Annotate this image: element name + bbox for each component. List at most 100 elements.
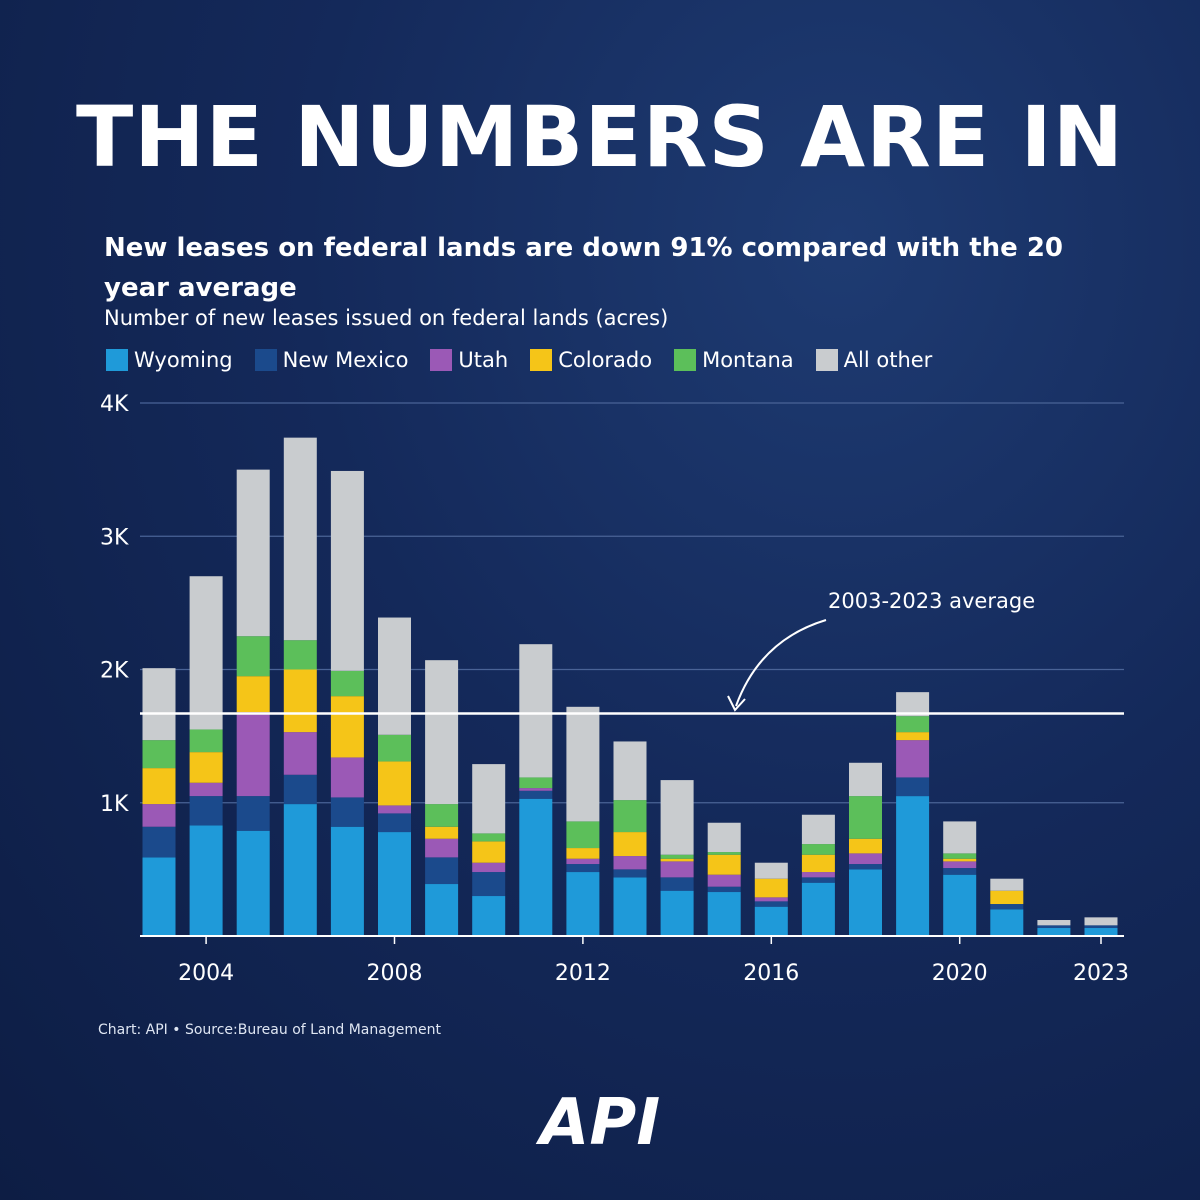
- legend-item-montana: Montana: [674, 348, 794, 372]
- bar-segment-all-other: [754, 862, 788, 879]
- bar-segment-all-other: [849, 762, 882, 797]
- bar-segment-wyoming: [660, 890, 694, 936]
- bar-segment-new-mexico: [754, 901, 788, 907]
- bar-segment-wyoming: [801, 882, 835, 936]
- bar-segment-utah: [754, 897, 788, 902]
- average-arrow: [735, 619, 827, 707]
- bar-segment-montana: [519, 777, 553, 789]
- bar-segment-utah: [707, 874, 741, 887]
- bar-segment-wyoming: [283, 804, 317, 936]
- bar-segment-montana: [425, 804, 459, 827]
- legend-swatch-montana: [674, 349, 697, 371]
- x-tick-label: 2012: [555, 961, 611, 986]
- y-axis-label: Number of new leases issued on federal l…: [104, 306, 669, 330]
- bar-segment-colorado: [754, 878, 788, 898]
- bar-segment-new-mexico: [330, 797, 364, 827]
- bar-segment-all-other: [896, 692, 930, 717]
- bar-segment-utah: [378, 805, 411, 814]
- bar-segment-all-other: [330, 470, 364, 671]
- bar-segment-all-other: [425, 660, 459, 805]
- bar-segment-new-mexico: [801, 877, 835, 883]
- bar-segment-montana: [566, 821, 600, 849]
- y-tick-label: 1K: [100, 792, 129, 817]
- bar-segment-utah: [189, 782, 223, 797]
- bar-segment-utah: [849, 853, 882, 865]
- bar-segment-wyoming: [707, 892, 741, 936]
- bar-segment-new-mexico: [660, 877, 694, 891]
- bar-segment-new-mexico: [896, 777, 930, 797]
- x-tick-label: 2016: [743, 961, 799, 986]
- bar-segment-new-mexico: [189, 796, 223, 826]
- bar-segment-all-other: [472, 764, 506, 834]
- bar-segment-wyoming: [943, 874, 977, 936]
- legend-swatch-all-other: [815, 349, 838, 371]
- legend-label-colorado: Colorado: [558, 348, 653, 372]
- bar-segment-wyoming: [613, 877, 647, 936]
- bar-segment-all-other: [1084, 917, 1118, 926]
- annotation-layer: 2003-2023 average: [140, 589, 1124, 715]
- bar-segment-montana: [801, 844, 835, 855]
- bar-segment-all-other: [236, 469, 270, 637]
- bar-segment-utah: [283, 732, 317, 775]
- bar-segment-utah: [801, 872, 835, 878]
- legend-label-new-mexico: New Mexico: [282, 348, 409, 372]
- bar-segment-montana: [472, 833, 506, 842]
- bar-segment-wyoming: [990, 909, 1024, 936]
- legend-item-utah: Utah: [430, 348, 508, 372]
- chart-subtitle: New leases on federal lands are down 91%…: [104, 233, 1064, 303]
- bar-segment-new-mexico: [613, 869, 647, 878]
- bar-segment-new-mexico: [707, 886, 741, 893]
- stacked-bar-chart: 1K 2K 3K 4K 2004 2008 2012 2016 2020 2023 2003-20…: [100, 392, 1129, 986]
- legend-swatch-wyoming: [106, 349, 128, 371]
- bar-layer: [142, 437, 1118, 936]
- bar-segment-all-other: [566, 706, 600, 822]
- bar-segment-utah: [236, 712, 270, 797]
- bar-segment-all-other: [801, 814, 835, 845]
- bar-segment-wyoming: [1037, 928, 1071, 936]
- x-tick-label: 2023: [1073, 961, 1129, 986]
- bar-segment-colorado: [283, 669, 317, 733]
- bar-segment-wyoming: [189, 825, 223, 936]
- bar-segment-wyoming: [849, 869, 882, 936]
- bar-segment-utah: [330, 757, 364, 798]
- bar-segment-utah: [613, 856, 647, 870]
- bar-segment-wyoming: [472, 896, 506, 936]
- legend-label-utah: Utah: [458, 348, 509, 372]
- bar-segment-colorado: [707, 854, 741, 875]
- legend-label-all-other: All other: [843, 348, 933, 372]
- api-logo-text: API: [535, 1086, 660, 1160]
- bar-segment-colorado: [660, 858, 694, 862]
- bar-segment-all-other: [283, 437, 317, 641]
- bar-segment-all-other: [1037, 920, 1071, 926]
- bar-segment-all-other: [660, 780, 694, 855]
- bar-segment-montana: [236, 636, 270, 677]
- bar-segment-montana: [378, 734, 411, 762]
- legend-item-all-other: All other: [815, 348, 933, 372]
- bar-segment-utah: [519, 788, 553, 791]
- bar-segment-montana: [189, 729, 223, 753]
- bar-segment-colorado: [378, 761, 411, 806]
- bar-segment-montana: [330, 670, 364, 697]
- average-arrowhead: [727, 695, 746, 712]
- bar-segment-montana: [896, 716, 930, 733]
- x-tick-label: 2008: [367, 961, 423, 986]
- y-tick-label: 2K: [100, 659, 129, 684]
- bar-segment-utah: [660, 861, 694, 878]
- bar-segment-utah: [943, 861, 977, 869]
- bar-segment-all-other: [519, 644, 553, 778]
- bar-segment-all-other: [142, 668, 176, 741]
- bar-segment-wyoming: [519, 798, 553, 936]
- bar-segment-wyoming: [425, 884, 459, 936]
- bar-segment-all-other: [189, 576, 223, 730]
- legend-label-montana: Montana: [702, 348, 794, 372]
- bar-segment-montana: [283, 640, 317, 670]
- bar-segment-utah: [425, 838, 459, 858]
- bar-segment-new-mexico: [566, 864, 600, 873]
- bar-segment-new-mexico: [378, 813, 411, 833]
- headline: THE NUMBERS ARE IN: [75, 88, 1125, 186]
- bar-segment-colorado: [330, 696, 364, 758]
- bar-segment-utah: [142, 804, 176, 827]
- bar-segment-colorado: [472, 841, 506, 863]
- legend-item-new-mexico: New Mexico: [254, 348, 409, 372]
- bar-segment-wyoming: [1084, 928, 1118, 936]
